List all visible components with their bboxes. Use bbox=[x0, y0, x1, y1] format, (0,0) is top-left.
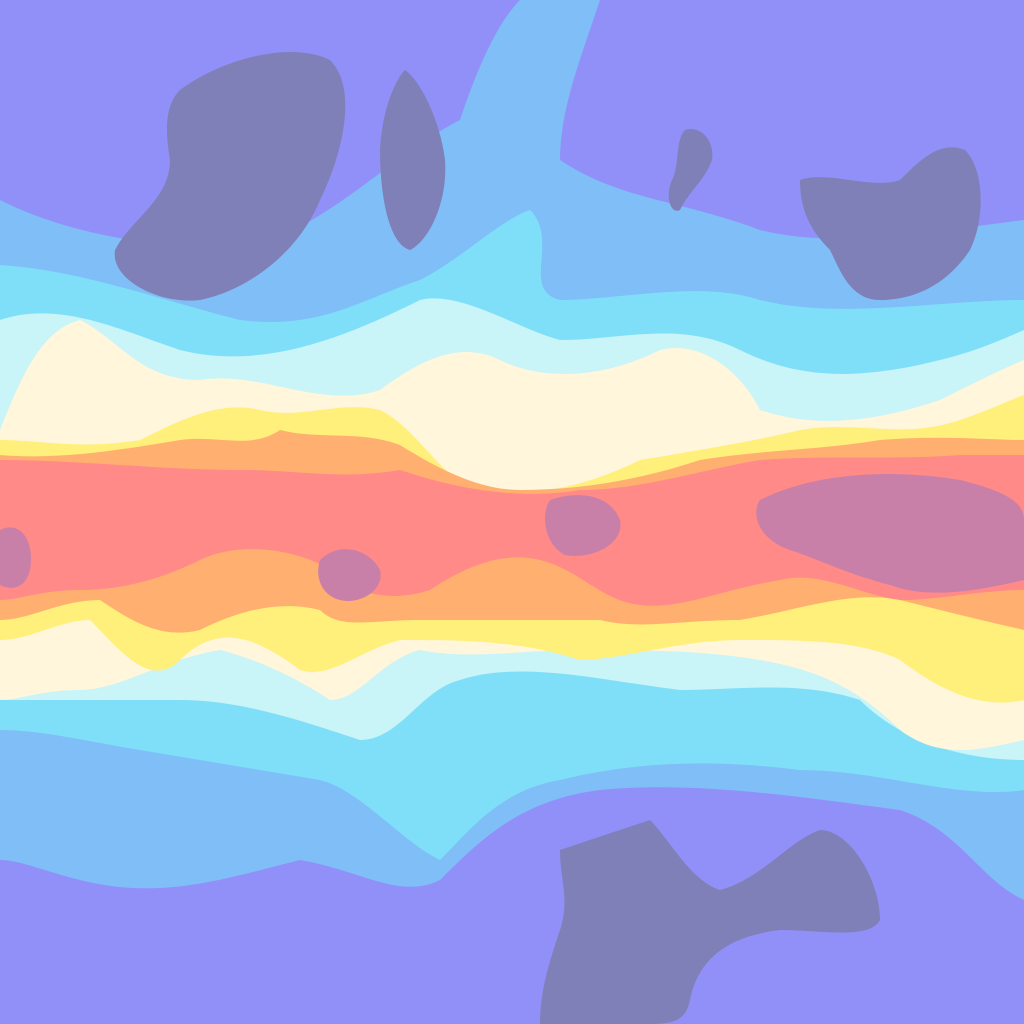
blob-dark bbox=[540, 820, 880, 1024]
blob-dark bbox=[380, 70, 446, 250]
patch-mauve bbox=[318, 549, 381, 601]
patch-mauve bbox=[545, 495, 621, 556]
blob-dark bbox=[114, 51, 346, 301]
patch-mauve bbox=[756, 474, 1024, 593]
blob-dark bbox=[800, 147, 981, 300]
band-salmon bbox=[0, 455, 1024, 606]
blob-dark bbox=[668, 129, 713, 211]
patch-mauve bbox=[0, 527, 31, 588]
